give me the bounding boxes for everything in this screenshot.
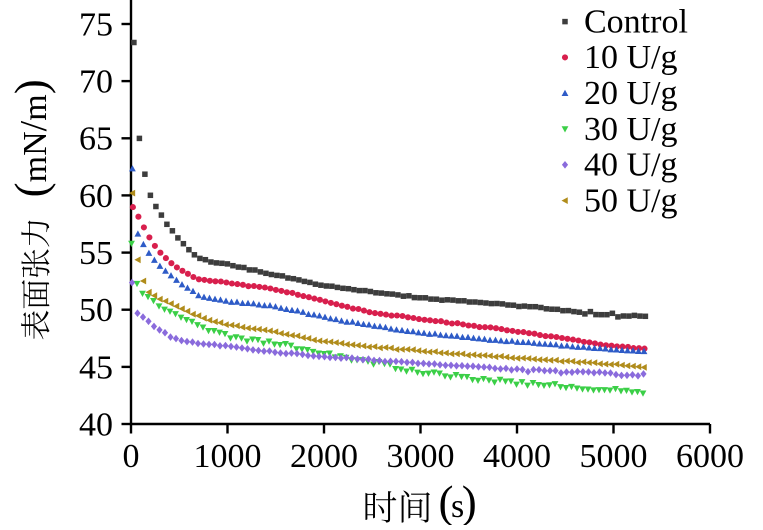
svg-text:6000: 6000 [676,438,744,475]
svg-text:75: 75 [79,6,113,43]
svg-text:0: 0 [123,438,140,475]
svg-text:50: 50 [79,292,113,329]
svg-text:2000: 2000 [290,438,358,475]
svg-text:4000: 4000 [483,438,551,475]
svg-text:20 U/g: 20 U/g [584,75,678,112]
svg-text:(s): (s) [439,477,477,525]
svg-text:50 U/g: 50 U/g [584,182,678,219]
svg-text:10 U/g: 10 U/g [584,39,678,76]
svg-text:Control: Control [584,3,688,40]
svg-text:55: 55 [79,235,113,272]
svg-text:45: 45 [79,349,113,386]
svg-text:30 U/g: 30 U/g [584,111,678,148]
svg-text:60: 60 [79,178,113,215]
svg-text:40 U/g: 40 U/g [584,147,678,184]
svg-text:70: 70 [79,64,113,101]
svg-text:40: 40 [79,406,113,443]
svg-text:5000: 5000 [580,438,648,475]
svg-text:1000: 1000 [194,438,262,475]
svg-text:65: 65 [79,121,113,158]
svg-text:3000: 3000 [387,438,455,475]
